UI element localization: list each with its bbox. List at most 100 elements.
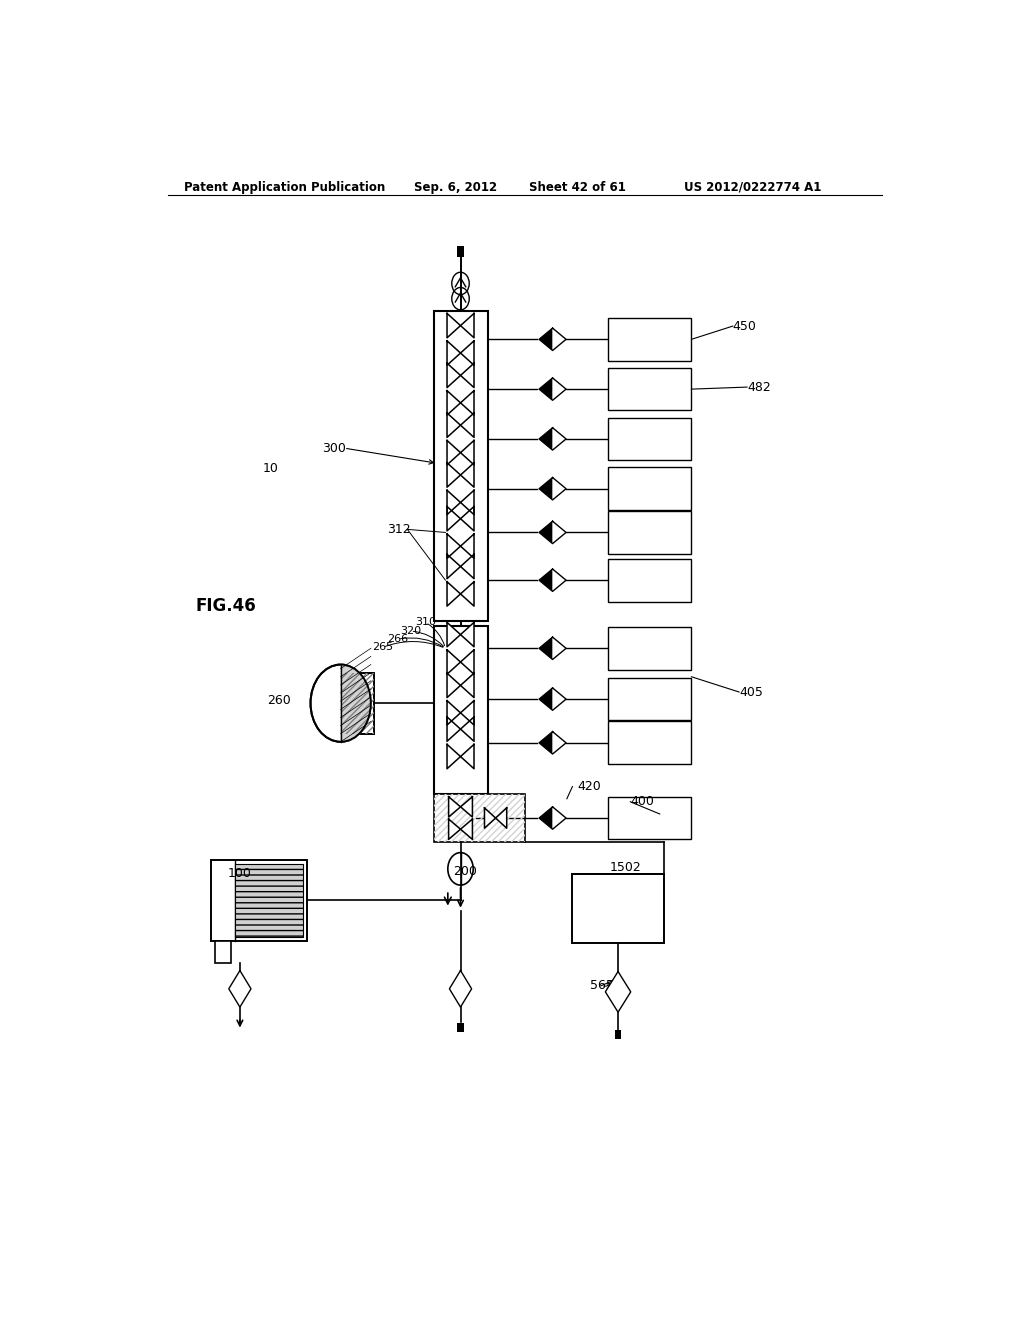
Bar (211, 859, 306, 941)
Polygon shape (553, 569, 566, 591)
Bar (608, 318, 691, 360)
Polygon shape (461, 490, 474, 515)
Polygon shape (447, 673, 461, 697)
Polygon shape (539, 428, 553, 450)
Bar (608, 511, 691, 554)
Polygon shape (228, 970, 251, 1007)
Polygon shape (605, 972, 631, 1012)
Bar (236, 863, 303, 937)
Bar (608, 558, 691, 602)
Text: 100: 100 (227, 867, 251, 880)
Polygon shape (447, 701, 461, 725)
Bar (433, 793, 524, 842)
Text: 265: 265 (372, 643, 393, 652)
Polygon shape (553, 428, 566, 450)
Bar (341, 673, 374, 734)
Text: 400: 400 (631, 795, 654, 808)
Bar (433, 793, 524, 842)
Bar (608, 677, 691, 721)
Bar (608, 722, 691, 764)
Text: 420: 420 (578, 780, 601, 793)
Text: FIG.46: FIG.46 (196, 597, 256, 615)
Polygon shape (539, 638, 553, 660)
Bar (608, 368, 691, 411)
Polygon shape (447, 441, 461, 465)
Bar (614, 1030, 622, 1039)
Bar (341, 673, 374, 734)
Polygon shape (553, 478, 566, 500)
Bar (215, 941, 231, 964)
Polygon shape (553, 329, 566, 351)
Polygon shape (461, 818, 472, 840)
Bar (572, 874, 664, 942)
Polygon shape (447, 391, 461, 414)
Polygon shape (461, 441, 474, 465)
Polygon shape (553, 378, 566, 400)
Polygon shape (447, 554, 461, 578)
Polygon shape (447, 490, 461, 515)
Polygon shape (461, 363, 474, 388)
Polygon shape (539, 478, 553, 500)
Polygon shape (450, 970, 472, 1007)
Polygon shape (341, 664, 371, 742)
Polygon shape (461, 717, 474, 742)
Bar (608, 417, 691, 461)
Polygon shape (539, 521, 553, 544)
Bar (433, 626, 487, 793)
Text: Patent Application Publication: Patent Application Publication (183, 181, 385, 194)
Polygon shape (461, 554, 474, 578)
Polygon shape (447, 507, 461, 531)
Polygon shape (461, 463, 474, 487)
Text: 450: 450 (733, 319, 757, 333)
Text: 312: 312 (387, 523, 411, 536)
Polygon shape (461, 507, 474, 531)
Text: 266: 266 (387, 634, 408, 644)
Polygon shape (447, 535, 461, 558)
Polygon shape (553, 638, 566, 660)
Bar (457, 247, 464, 257)
Polygon shape (539, 329, 553, 351)
Polygon shape (553, 688, 566, 710)
Polygon shape (447, 363, 461, 388)
Polygon shape (484, 808, 496, 828)
Text: 260: 260 (267, 693, 291, 706)
Polygon shape (539, 378, 553, 400)
Polygon shape (461, 391, 474, 414)
Text: 482: 482 (748, 380, 771, 393)
Polygon shape (461, 413, 474, 437)
Polygon shape (447, 582, 461, 606)
Polygon shape (461, 673, 474, 697)
Polygon shape (461, 582, 474, 606)
Polygon shape (449, 818, 461, 840)
Polygon shape (496, 808, 507, 828)
Text: Sep. 6, 2012: Sep. 6, 2012 (414, 181, 497, 194)
Polygon shape (461, 341, 474, 366)
Polygon shape (461, 797, 472, 817)
Bar (608, 467, 691, 510)
Polygon shape (447, 649, 461, 675)
Bar (608, 627, 691, 669)
Text: 310: 310 (416, 618, 436, 627)
Text: US 2012/0222774 A1: US 2012/0222774 A1 (684, 181, 821, 194)
Polygon shape (553, 731, 566, 754)
Polygon shape (461, 649, 474, 675)
Polygon shape (449, 797, 461, 817)
Text: Sheet 42 of 61: Sheet 42 of 61 (528, 181, 626, 194)
Polygon shape (447, 413, 461, 437)
Polygon shape (447, 341, 461, 366)
Bar (608, 797, 691, 840)
Polygon shape (447, 463, 461, 487)
Polygon shape (461, 623, 474, 647)
Polygon shape (447, 744, 461, 768)
Text: 320: 320 (400, 626, 421, 636)
Polygon shape (447, 623, 461, 647)
Polygon shape (553, 807, 566, 829)
Polygon shape (461, 313, 474, 338)
Polygon shape (447, 313, 461, 338)
Text: 10: 10 (263, 462, 279, 475)
Polygon shape (447, 717, 461, 742)
Bar (458, 1023, 464, 1032)
Polygon shape (539, 807, 553, 829)
Polygon shape (461, 535, 474, 558)
Polygon shape (539, 731, 553, 754)
